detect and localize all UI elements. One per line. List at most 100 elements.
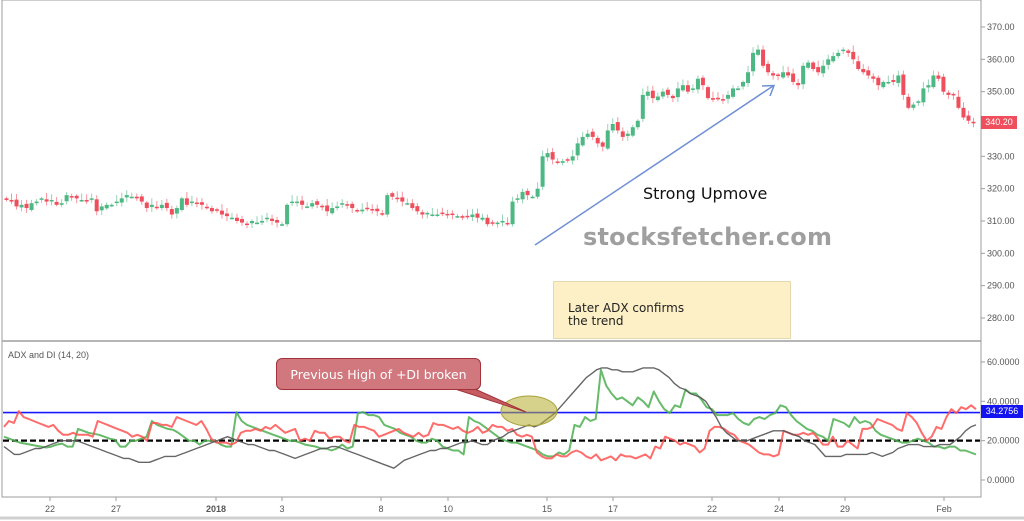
candle <box>79 199 84 202</box>
candle <box>911 104 916 108</box>
candle <box>635 120 640 128</box>
candle <box>184 198 189 205</box>
candle <box>520 191 525 200</box>
x-tick-label: 24 <box>774 504 784 514</box>
candle <box>806 62 811 68</box>
price-tick-label: 370.00 <box>987 22 1015 32</box>
candle <box>280 224 285 226</box>
candle <box>340 203 345 205</box>
candle <box>901 74 906 95</box>
highlight-ellipse <box>500 395 558 427</box>
candle <box>565 159 570 161</box>
current-value-tag: 34.2756 <box>981 405 1023 418</box>
candle <box>370 209 375 211</box>
candle <box>620 131 625 137</box>
candle <box>239 219 244 223</box>
candle <box>595 137 600 144</box>
candle <box>104 204 109 209</box>
candle <box>725 94 730 99</box>
candle <box>260 220 265 223</box>
candle <box>290 201 295 204</box>
note-text: Later ADX confirms the trend <box>568 302 684 328</box>
candle <box>330 208 335 214</box>
candle <box>415 206 420 212</box>
candle <box>229 217 234 220</box>
candle <box>931 75 936 88</box>
candle <box>640 94 645 119</box>
candle <box>4 198 9 200</box>
candle <box>921 88 926 103</box>
candle <box>64 195 69 202</box>
candle <box>685 85 690 92</box>
x-tick-label: 8 <box>378 504 383 514</box>
candle <box>129 196 134 199</box>
callout-previous-high: Previous High of +DI broken <box>276 358 481 390</box>
candle <box>816 67 821 73</box>
candle <box>515 198 520 200</box>
price-tick-label: 350.00 <box>987 87 1015 97</box>
candle <box>395 197 400 200</box>
series-di-line <box>3 404 977 462</box>
candle <box>209 208 214 212</box>
candle <box>650 90 655 99</box>
candle <box>295 201 300 204</box>
candle <box>224 213 229 217</box>
candle <box>846 50 851 53</box>
candle <box>360 209 365 212</box>
candle <box>94 199 99 212</box>
candle <box>375 208 380 212</box>
candle <box>109 204 114 207</box>
note-line-2: the trend <box>568 314 624 328</box>
candle <box>480 217 485 220</box>
x-tick-label: 22 <box>707 504 717 514</box>
candle <box>164 202 169 209</box>
candle <box>39 198 44 200</box>
candle <box>575 143 580 156</box>
candle <box>234 217 239 221</box>
candle <box>405 203 410 205</box>
candle <box>675 88 680 98</box>
price-candles <box>4 44 976 229</box>
x-tick-label: 17 <box>608 504 618 514</box>
candle <box>385 195 390 215</box>
candle <box>916 101 921 103</box>
candle <box>470 214 475 218</box>
candle <box>655 96 660 101</box>
candle <box>826 59 831 65</box>
candle <box>214 209 219 211</box>
candle <box>250 220 255 224</box>
candle <box>766 63 771 73</box>
candle <box>660 91 665 97</box>
x-tick-label: 22 <box>45 504 55 514</box>
series-adx-line <box>3 367 977 469</box>
candle <box>134 196 139 199</box>
candle <box>625 133 630 136</box>
candle <box>971 121 976 124</box>
candle <box>796 82 801 86</box>
candle <box>124 195 129 198</box>
candle <box>174 208 179 214</box>
candle <box>906 96 911 108</box>
indicator-lines <box>3 367 980 469</box>
candle <box>580 136 585 146</box>
candle <box>144 202 149 209</box>
candle <box>149 204 154 208</box>
candle <box>335 206 340 209</box>
candle <box>746 72 751 83</box>
candle <box>530 196 535 199</box>
candle <box>59 203 64 205</box>
candle <box>29 203 34 210</box>
candle <box>275 220 280 223</box>
candle <box>811 62 816 70</box>
candle <box>786 72 791 76</box>
note-line-1: Later ADX confirms <box>568 301 685 315</box>
candle <box>700 77 705 86</box>
price-tick-label: 360.00 <box>987 54 1015 64</box>
candle <box>856 61 861 70</box>
candle <box>951 93 956 96</box>
x-tick-label: 27 <box>111 504 121 514</box>
candle <box>179 198 184 210</box>
candle <box>14 199 19 207</box>
candle <box>525 190 530 196</box>
